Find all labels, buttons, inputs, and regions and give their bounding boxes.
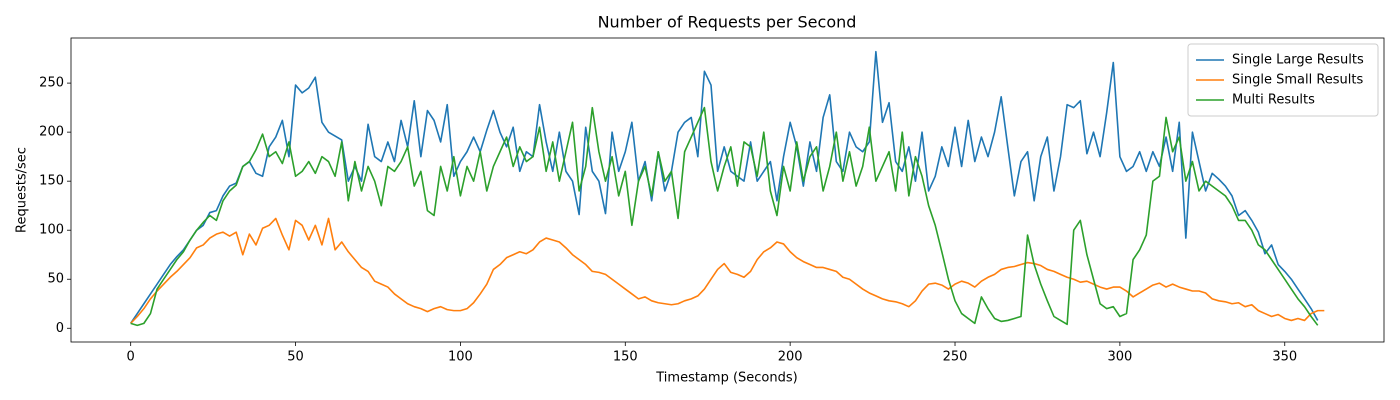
series-line: [130, 217, 1325, 324]
x-tick-label: 0: [127, 350, 135, 365]
x-tick-label: 50: [287, 350, 304, 365]
y-axis-label: Requests/sec: [15, 147, 30, 233]
chart-title: Number of Requests per Second: [598, 13, 857, 32]
x-tick-label: 300: [1107, 350, 1132, 365]
x-tick-label: 100: [448, 350, 473, 365]
y-tick-label: 200: [39, 125, 64, 140]
x-axis-label: Timestamp (Seconds): [655, 371, 797, 386]
x-tick-label: 150: [613, 350, 638, 365]
y-tick-label: 50: [47, 272, 64, 287]
legend-box: [1187, 43, 1379, 117]
legend-label: Single Large Results: [1232, 53, 1364, 68]
legend-label: Single Small Results: [1232, 73, 1364, 88]
y-tick-label: 250: [39, 76, 64, 91]
y-tick-label: 150: [39, 174, 64, 189]
y-tick-label: 0: [56, 321, 64, 336]
legend-label: Multi Results: [1232, 93, 1315, 108]
series-line: [130, 50, 1319, 324]
x-tick-label: 250: [943, 350, 968, 365]
x-tick-label: 350: [1272, 350, 1297, 365]
y-tick-label: 100: [39, 223, 64, 238]
x-tick-label: 200: [778, 350, 803, 365]
series-line: [130, 106, 1319, 327]
plot-frame: [70, 37, 1385, 343]
